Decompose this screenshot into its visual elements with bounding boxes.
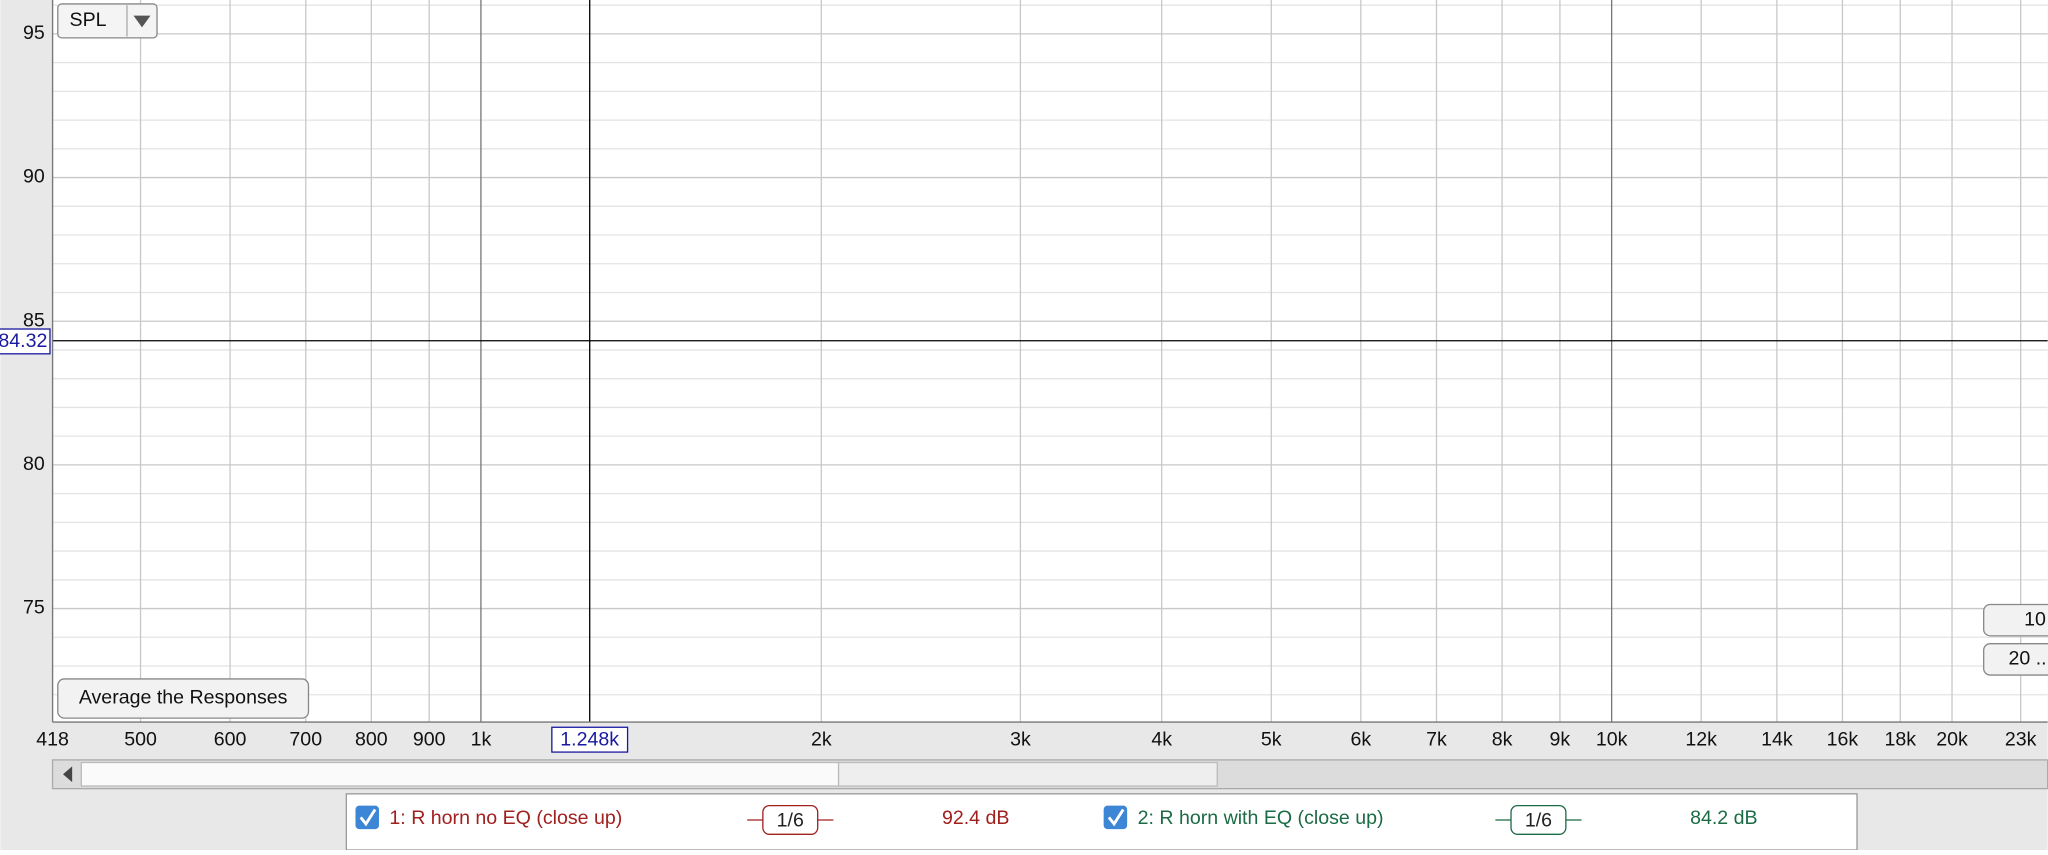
level-label: 92.4 dB: [942, 807, 1010, 829]
legend-label[interactable]: 2: R horn with EQ (close up): [1138, 807, 1384, 829]
y-tick-label: 75: [23, 597, 45, 619]
legend-panel: [345, 793, 1858, 851]
x-tick-label: 900: [413, 728, 446, 750]
y-tick-label: 85: [23, 309, 45, 331]
x-tick-label: 14k: [1761, 728, 1793, 750]
x-tick-label: 500: [124, 728, 157, 750]
button-box[interactable]: [1983, 643, 2048, 676]
cursor-x-label: 1.248k: [560, 728, 619, 750]
x-tick-label: 600: [214, 728, 247, 750]
x-tick-label: 1k: [471, 728, 492, 750]
x-tick-label: 10k: [1596, 728, 1628, 750]
side-button[interactable]: 10: [1983, 603, 2048, 637]
button-box[interactable]: [57, 678, 310, 719]
x-tick-label: 8k: [1492, 728, 1513, 750]
x-tick-label: 23k: [2005, 728, 2037, 750]
x-tick-label: 7k: [1426, 728, 1447, 750]
x-tick-label: 800: [355, 728, 388, 750]
x-tick-label: 9k: [1550, 728, 1571, 750]
level-label: 84.2 dB: [1690, 807, 1757, 829]
x-tick-label: 700: [289, 728, 322, 750]
smoothing-label: 1/6: [1525, 809, 1552, 831]
x-tick-label: 3k: [1010, 728, 1031, 750]
x-tick-label: 20k: [1936, 728, 1968, 750]
dropdown-label[interactable]: SPL: [70, 9, 107, 31]
smoothing-box[interactable]: [1510, 804, 1567, 835]
checkmark: [1107, 808, 1125, 827]
y-tick-label: 95: [23, 22, 45, 44]
x-tick-label: 418: [36, 728, 69, 750]
x-tick-label: 5k: [1261, 728, 1282, 750]
average-button[interactable]: Average the Responses: [57, 678, 310, 719]
scroll-arrow[interactable]: [63, 766, 73, 783]
smoothing-box[interactable]: [762, 804, 819, 835]
legend: 1: R horn no EQ (close up) 1/6 92.4 dB 2: R…: [355, 804, 1758, 835]
cursor-y-box: [0, 328, 51, 355]
checkbox[interactable]: [1103, 805, 1128, 830]
y-tick-label: 90: [23, 166, 45, 188]
x-tick-label: 2k: [811, 728, 832, 750]
dropdown-box[interactable]: [57, 3, 158, 39]
dropdown[interactable]: SPL: [57, 3, 158, 39]
button-box[interactable]: [1983, 603, 2048, 637]
legend-label[interactable]: 1: R horn no EQ (close up): [389, 807, 622, 829]
x-tick-label: 4k: [1151, 728, 1172, 750]
dropdown-arrow: [133, 15, 151, 28]
x-tick-label: 18k: [1884, 728, 1916, 750]
x-tick-label: 16k: [1827, 728, 1859, 750]
scrollbar[interactable]: [51, 759, 2048, 790]
scroll-thumb[interactable]: [80, 761, 840, 787]
cursor-y-label: 84.32: [0, 330, 47, 352]
axes: 75 80 85 90 95 418 500 600 700 800 900 1k 2k 3k 4k 5k 6k…: [0, 22, 2037, 753]
cursor-x-box: [551, 726, 629, 753]
button-label[interactable]: Average the Responses: [79, 687, 288, 709]
grid: [51, 0, 2048, 723]
checkbox[interactable]: [355, 805, 379, 830]
button-label[interactable]: 10: [2024, 608, 2046, 630]
button-label[interactable]: 20 ..: [2008, 648, 2046, 670]
scroll-range[interactable]: [837, 761, 1218, 787]
x-tick-label: 12k: [1685, 728, 1717, 750]
smoothing-label: 1/6: [777, 809, 804, 831]
plot-area: [52, 0, 2048, 723]
side-button[interactable]: 20 ..: [1983, 643, 2048, 676]
y-tick-label: 80: [23, 453, 45, 475]
checkmark: [359, 808, 377, 827]
x-tick-label: 6k: [1350, 728, 1371, 750]
